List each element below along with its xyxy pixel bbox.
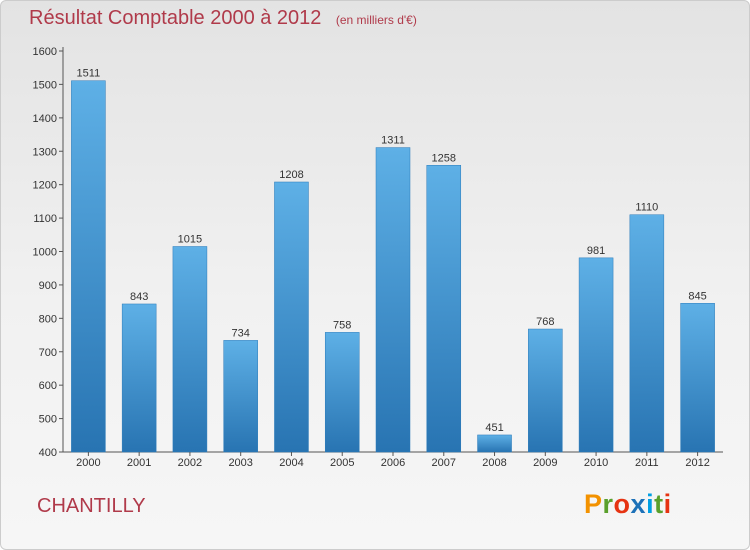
bar-value-label: 758 [333, 319, 351, 331]
bar-value-label: 1258 [432, 152, 456, 164]
bar [680, 303, 715, 453]
bar [629, 214, 665, 453]
x-tick-label: 2003 [228, 457, 252, 469]
bar [121, 303, 157, 453]
x-tick-label: 2008 [482, 457, 506, 469]
y-tick-label: 1100 [33, 213, 57, 225]
chart-title: Résultat Comptable 2000 à 2012 (en milli… [29, 7, 417, 30]
bar [71, 80, 106, 453]
bar-value-label: 1015 [178, 233, 202, 245]
bar [578, 257, 614, 453]
bar-value-label: 981 [587, 245, 605, 257]
x-tick-label: 2006 [381, 457, 405, 469]
y-tick-label: 1400 [33, 113, 57, 125]
y-tick-label: 1200 [33, 180, 57, 192]
bar-value-label: 734 [232, 327, 250, 339]
y-tick-label: 1600 [33, 46, 57, 58]
bar-value-label: 1208 [279, 169, 303, 181]
bar-value-label: 1511 [77, 68, 101, 80]
proxiti-logo: Proxiti [584, 489, 672, 519]
bar-value-label: 1110 [635, 202, 658, 214]
bar [172, 246, 208, 453]
bar [426, 165, 462, 453]
x-tick-label: 2012 [685, 457, 709, 469]
x-tick-label: 2005 [330, 457, 354, 469]
bar [324, 332, 360, 453]
bar [375, 147, 411, 453]
x-tick-label: 2000 [76, 457, 100, 469]
y-tick-label: 900 [39, 280, 57, 292]
x-tick-label: 2001 [127, 457, 151, 469]
x-tick-label: 2010 [584, 457, 608, 469]
x-tick-label: 2002 [178, 457, 202, 469]
bar-value-label: 451 [485, 422, 503, 434]
bar-value-label: 768 [536, 316, 554, 328]
bar-value-label: 1311 [381, 135, 405, 147]
y-tick-label: 1000 [33, 247, 57, 259]
y-tick-label: 600 [39, 380, 57, 392]
x-tick-label: 2007 [432, 457, 456, 469]
x-tick-label: 2004 [279, 457, 303, 469]
bar [477, 434, 512, 453]
y-tick-label: 800 [39, 313, 57, 325]
bar-value-label: 843 [130, 291, 148, 303]
x-tick-label: 2011 [635, 457, 659, 469]
y-tick-label: 1300 [33, 146, 57, 158]
y-tick-label: 1500 [33, 79, 57, 91]
y-tick-label: 500 [39, 414, 57, 426]
y-tick-label: 400 [39, 447, 57, 459]
chart-title-main: Résultat Comptable 2000 à 2012 [29, 7, 322, 29]
bar [528, 328, 563, 453]
bar [274, 181, 309, 453]
commune-name: CHANTILLY [37, 495, 146, 517]
bar-value-label: 845 [688, 290, 706, 302]
x-tick-label: 2009 [533, 457, 557, 469]
chart-title-unit: (en milliers d'€) [335, 13, 417, 27]
y-tick-label: 700 [39, 347, 57, 359]
bar [223, 340, 258, 453]
